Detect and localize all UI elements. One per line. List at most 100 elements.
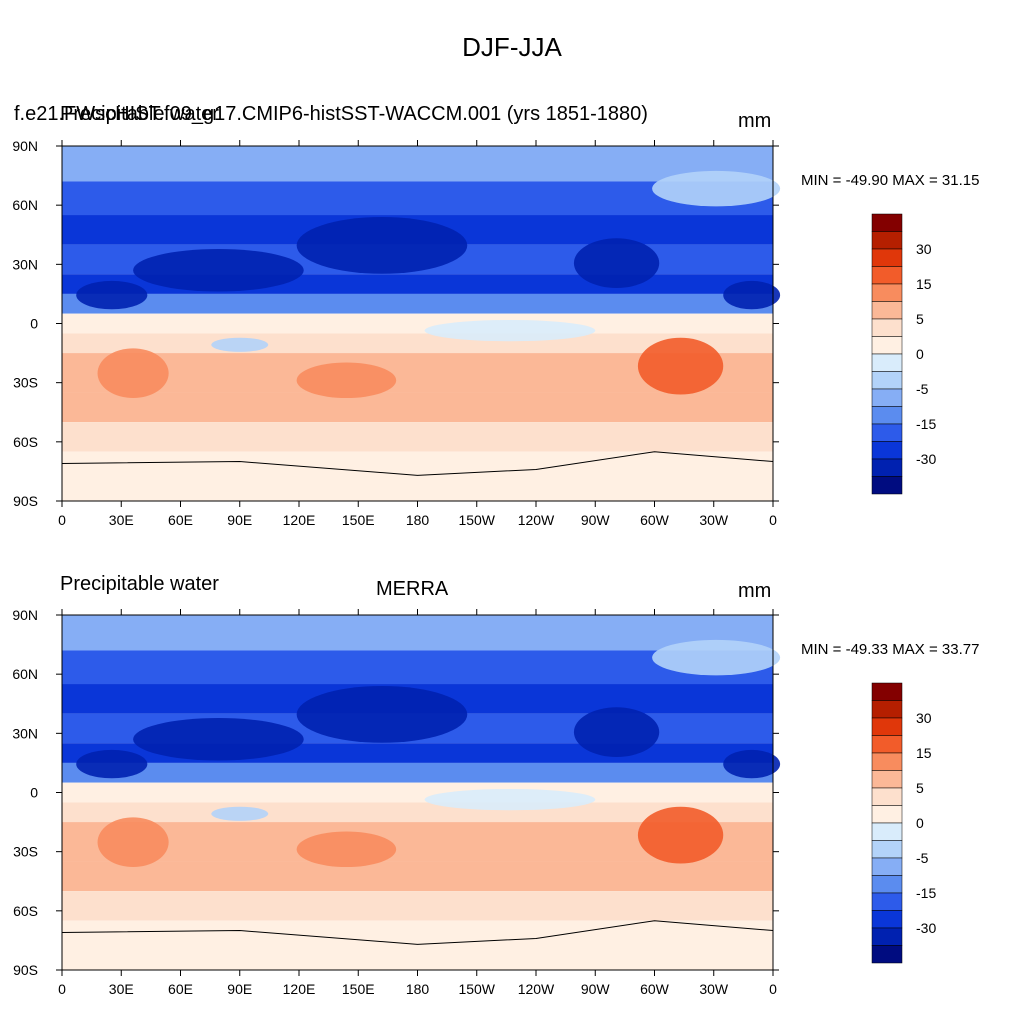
field-blob: [133, 717, 304, 761]
field-band: [62, 891, 773, 921]
field-band: [62, 861, 773, 892]
field-band: [62, 392, 773, 423]
colorbar-swatch: [871, 770, 903, 789]
map-field-panel2: [61, 615, 781, 970]
colorbar-swatch: [871, 892, 903, 911]
field-blob: [97, 348, 169, 399]
panel2-left-title: Precipitable water: [60, 573, 219, 595]
field-blob: [723, 280, 781, 310]
x-tick-label: 30E: [109, 512, 134, 528]
x-tick-label: 120W: [518, 512, 555, 528]
panel2-title: MERRA: [376, 578, 449, 600]
colorbar-label: -30: [916, 451, 936, 467]
field-band: [62, 782, 773, 803]
x-tick-label: 60E: [168, 981, 193, 997]
colorbar-label: -30: [916, 920, 936, 936]
y-tick-label: 60S: [13, 434, 38, 450]
y-tick-label: 60N: [12, 197, 38, 213]
field-blob: [76, 280, 148, 310]
colorbar-swatch: [871, 805, 903, 824]
colorbar-swatch: [871, 700, 903, 719]
field-blob: [573, 238, 660, 288]
y-tick-label: 60N: [12, 666, 38, 682]
colorbar-swatch: [871, 441, 903, 460]
field-blob: [637, 337, 724, 395]
colorbar-swatch: [871, 927, 903, 946]
panel2-minmax: MIN = -49.33 MAX = 33.77: [801, 641, 980, 658]
colorbar-swatch: [871, 406, 903, 425]
field-band: [62, 762, 773, 783]
panel1-title: f.e21.FWscHIST.f09_g17.CMIP6-histSST-WAC…: [14, 103, 648, 125]
x-tick-label: 150E: [342, 512, 375, 528]
antarctica-outline: [61, 451, 774, 476]
x-tick-label: 90W: [581, 981, 611, 997]
panel1-left-title: Precipitable water: [60, 103, 219, 125]
field-blob: [637, 806, 724, 864]
colorbar-swatch: [871, 336, 903, 355]
map-field-panel1: [61, 146, 781, 501]
x-tick-label: 60W: [640, 981, 670, 997]
field-blob: [723, 749, 781, 779]
colorbar-swatch: [871, 318, 903, 337]
colorbar-swatch: [871, 476, 903, 495]
colorbar-swatch: [871, 857, 903, 876]
x-tick-label: 60W: [640, 512, 670, 528]
field-band: [62, 451, 773, 501]
x-tick-label: 30E: [109, 981, 134, 997]
y-tick-label: 90N: [12, 607, 38, 623]
colorbar-swatch: [871, 371, 903, 390]
colorbar-swatch: [871, 423, 903, 442]
colorbar-swatch: [871, 717, 903, 736]
x-tick-label: 0: [58, 981, 66, 997]
y-tick-label: 0: [30, 785, 38, 801]
colorbar-label: 5: [916, 780, 924, 796]
colorbar-panel2: 30 15 5 0 -5 -15 -30: [871, 682, 936, 964]
colorbar-label: 15: [916, 276, 932, 292]
colorbar-swatch: [871, 388, 903, 407]
colorbar-label: -15: [916, 416, 936, 432]
field-blob: [424, 319, 596, 342]
colorbar-label: -15: [916, 885, 936, 901]
colorbar-label: -5: [916, 850, 929, 866]
x-tick-label: 120E: [283, 981, 316, 997]
x-tick-label: 60E: [168, 512, 193, 528]
colorbar-swatch: [871, 735, 903, 754]
y-tick-label: 0: [30, 316, 38, 332]
colorbar-swatch: [871, 458, 903, 477]
colorbar-swatch: [871, 283, 903, 302]
field-blob: [211, 337, 269, 352]
colorbar-swatch: [871, 266, 903, 285]
x-tick-label: 0: [769, 981, 777, 997]
x-tick-label: 180: [406, 512, 430, 528]
field-band: [62, 422, 773, 452]
panel1-minmax: MIN = -49.90 MAX = 31.15: [801, 172, 980, 189]
x-tick-label: 90E: [227, 512, 252, 528]
colorbar-swatch: [871, 248, 903, 267]
field-blob: [424, 788, 596, 811]
colorbar-swatch: [871, 840, 903, 859]
field-blob: [76, 749, 148, 779]
y-tick-label: 90S: [13, 493, 38, 509]
x-tick-label: 150W: [458, 512, 495, 528]
x-tick-label: 30W: [699, 981, 729, 997]
colorbar-label: 30: [916, 241, 932, 257]
y-tick-label: 60S: [13, 903, 38, 919]
colorbar-label: 15: [916, 745, 932, 761]
field-blob: [573, 707, 660, 758]
field-blob: [296, 831, 397, 868]
x-tick-label: 0: [769, 512, 777, 528]
y-tick-label: 30S: [13, 375, 38, 391]
colorbar-label: 5: [916, 311, 924, 327]
y-tick-label: 90S: [13, 962, 38, 978]
field-blob: [296, 686, 468, 743]
colorbar-label: 30: [916, 710, 932, 726]
x-tick-label: 120W: [518, 981, 555, 997]
field-blob: [296, 362, 397, 399]
field-blob: [652, 639, 781, 676]
field-blob: [296, 217, 468, 274]
colorbar-swatch: [871, 787, 903, 806]
x-tick-label: 0: [58, 512, 66, 528]
y-tick-label: 90N: [12, 138, 38, 154]
field-band: [62, 293, 773, 314]
